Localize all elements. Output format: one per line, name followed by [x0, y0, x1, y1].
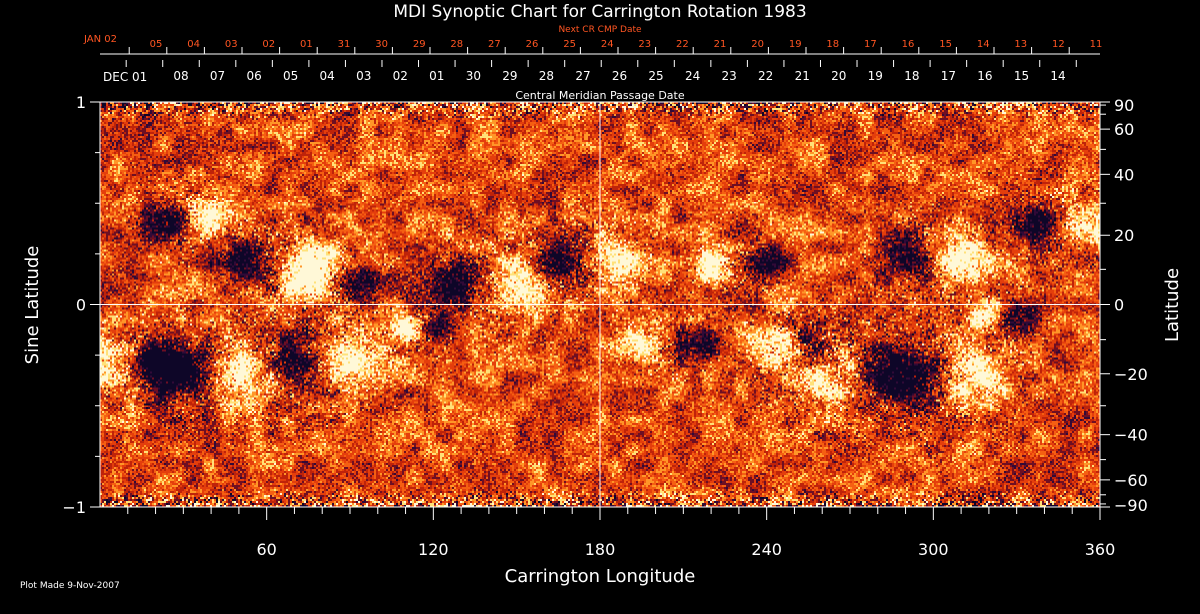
cmp-day-label: 20: [831, 69, 846, 83]
next-cr-day-label: 22: [676, 39, 689, 50]
y-axis-label-left: Sine Latitude: [22, 246, 43, 365]
x-tick-label: 120: [418, 540, 449, 559]
cmp-day-label: 29: [502, 69, 517, 83]
next-cr-day-label: 24: [601, 39, 614, 50]
cmp-day-label: 08: [173, 69, 188, 83]
cmp-axis-label: Central Meridian Passage Date: [515, 89, 684, 102]
next-cr-day-label: 05: [150, 39, 163, 50]
next-cr-day-label: 30: [375, 39, 388, 50]
y-right-tick-label: 0: [1114, 296, 1124, 315]
next-cr-day-label: 23: [638, 39, 651, 50]
cmp-day-label: 15: [1014, 69, 1029, 83]
cmp-day-label: 27: [575, 69, 590, 83]
next-cr-day-label: 14: [977, 39, 990, 50]
next-cr-day-label: 01: [300, 39, 313, 50]
y-left-tick-label: 0: [76, 296, 86, 315]
next-cr-day-label: 18: [826, 39, 839, 50]
cmp-day-label: 16: [977, 69, 992, 83]
next-cr-day-label: 27: [488, 39, 501, 50]
next-cr-day-label: 19: [789, 39, 802, 50]
next-cr-day-label: 21: [714, 39, 727, 50]
cmp-day-label: 01: [429, 69, 444, 83]
cmp-day-label: 23: [721, 69, 736, 83]
y-right-tick-label: 90: [1114, 96, 1134, 115]
cmp-day-label: 05: [283, 69, 298, 83]
cmp-day-label: 21: [795, 69, 810, 83]
next-cr-day-label: 15: [939, 39, 952, 50]
y-right-tick-label: 40: [1114, 165, 1134, 184]
next-cr-day-label: 26: [526, 39, 539, 50]
cmp-day-label: 17: [941, 69, 956, 83]
cmp-day-label: 28: [539, 69, 554, 83]
next-cr-day-label: 02: [262, 39, 275, 50]
x-tick-label: 360: [1085, 540, 1116, 559]
cmp-day-label: 26: [612, 69, 627, 83]
cmp-day-label: 07: [210, 69, 225, 83]
cmp-day-label: 19: [868, 69, 883, 83]
next-cr-day-label: 12: [1052, 39, 1065, 50]
y-right-tick-label: −90: [1114, 496, 1148, 515]
y-right-tick-label: −40: [1114, 426, 1148, 445]
cmp-day-label: 25: [648, 69, 663, 83]
next-cr-day-label: 28: [450, 39, 463, 50]
next-cr-day-label: 11: [1090, 39, 1103, 50]
y-right-tick-label: −20: [1114, 365, 1148, 384]
x-axis-label: Carrington Longitude: [505, 566, 696, 587]
y-axis-label-right: Latitude: [1162, 268, 1183, 342]
next-cr-day-label: 25: [563, 39, 576, 50]
plot-made-label: Plot Made 9-Nov-2007: [20, 581, 120, 591]
y-right-tick-label: −60: [1114, 471, 1148, 490]
next-cr-day-label: 13: [1014, 39, 1027, 50]
x-tick-label: 300: [918, 540, 949, 559]
chart-title: MDI Synoptic Chart for Carrington Rotati…: [393, 2, 806, 22]
y-left-tick-label: −1: [62, 498, 86, 517]
y-left-tick-label: 1: [76, 93, 86, 112]
next-cr-day-label: 03: [225, 39, 238, 50]
next-cr-start-label: JAN 02: [83, 34, 117, 45]
cmp-day-label: 04: [320, 69, 335, 83]
cmp-day-label: 03: [356, 69, 371, 83]
cmp-day-label: 24: [685, 69, 700, 83]
x-tick-label: 60: [256, 540, 276, 559]
cmp-day-label: 06: [246, 69, 261, 83]
x-tick-label: 180: [585, 540, 616, 559]
next-cr-day-label: 29: [413, 39, 426, 50]
cmp-day-label: 14: [1050, 69, 1065, 83]
next-cr-day-label: 04: [187, 39, 200, 50]
next-cr-day-label: 17: [864, 39, 877, 50]
next-cr-day-label: 31: [338, 39, 351, 50]
cmp-day-label: 22: [758, 69, 773, 83]
cmp-day-label: 02: [393, 69, 408, 83]
next-cr-label: Next CR CMP Date: [558, 25, 642, 35]
axes: 60 120 180 240 300 360 1 0 −1 90 60 40 20 0 −20 −40 −60 −…: [62, 39, 1147, 559]
y-right-tick-label: 60: [1114, 120, 1134, 139]
cmp-start-label: DEC 01: [103, 70, 147, 84]
x-tick-label: 240: [751, 540, 782, 559]
cmp-day-label: 30: [466, 69, 481, 83]
next-cr-day-label: 16: [902, 39, 915, 50]
next-cr-day-label: 20: [751, 39, 764, 50]
cmp-day-label: 18: [904, 69, 919, 83]
y-right-tick-label: 20: [1114, 226, 1134, 245]
